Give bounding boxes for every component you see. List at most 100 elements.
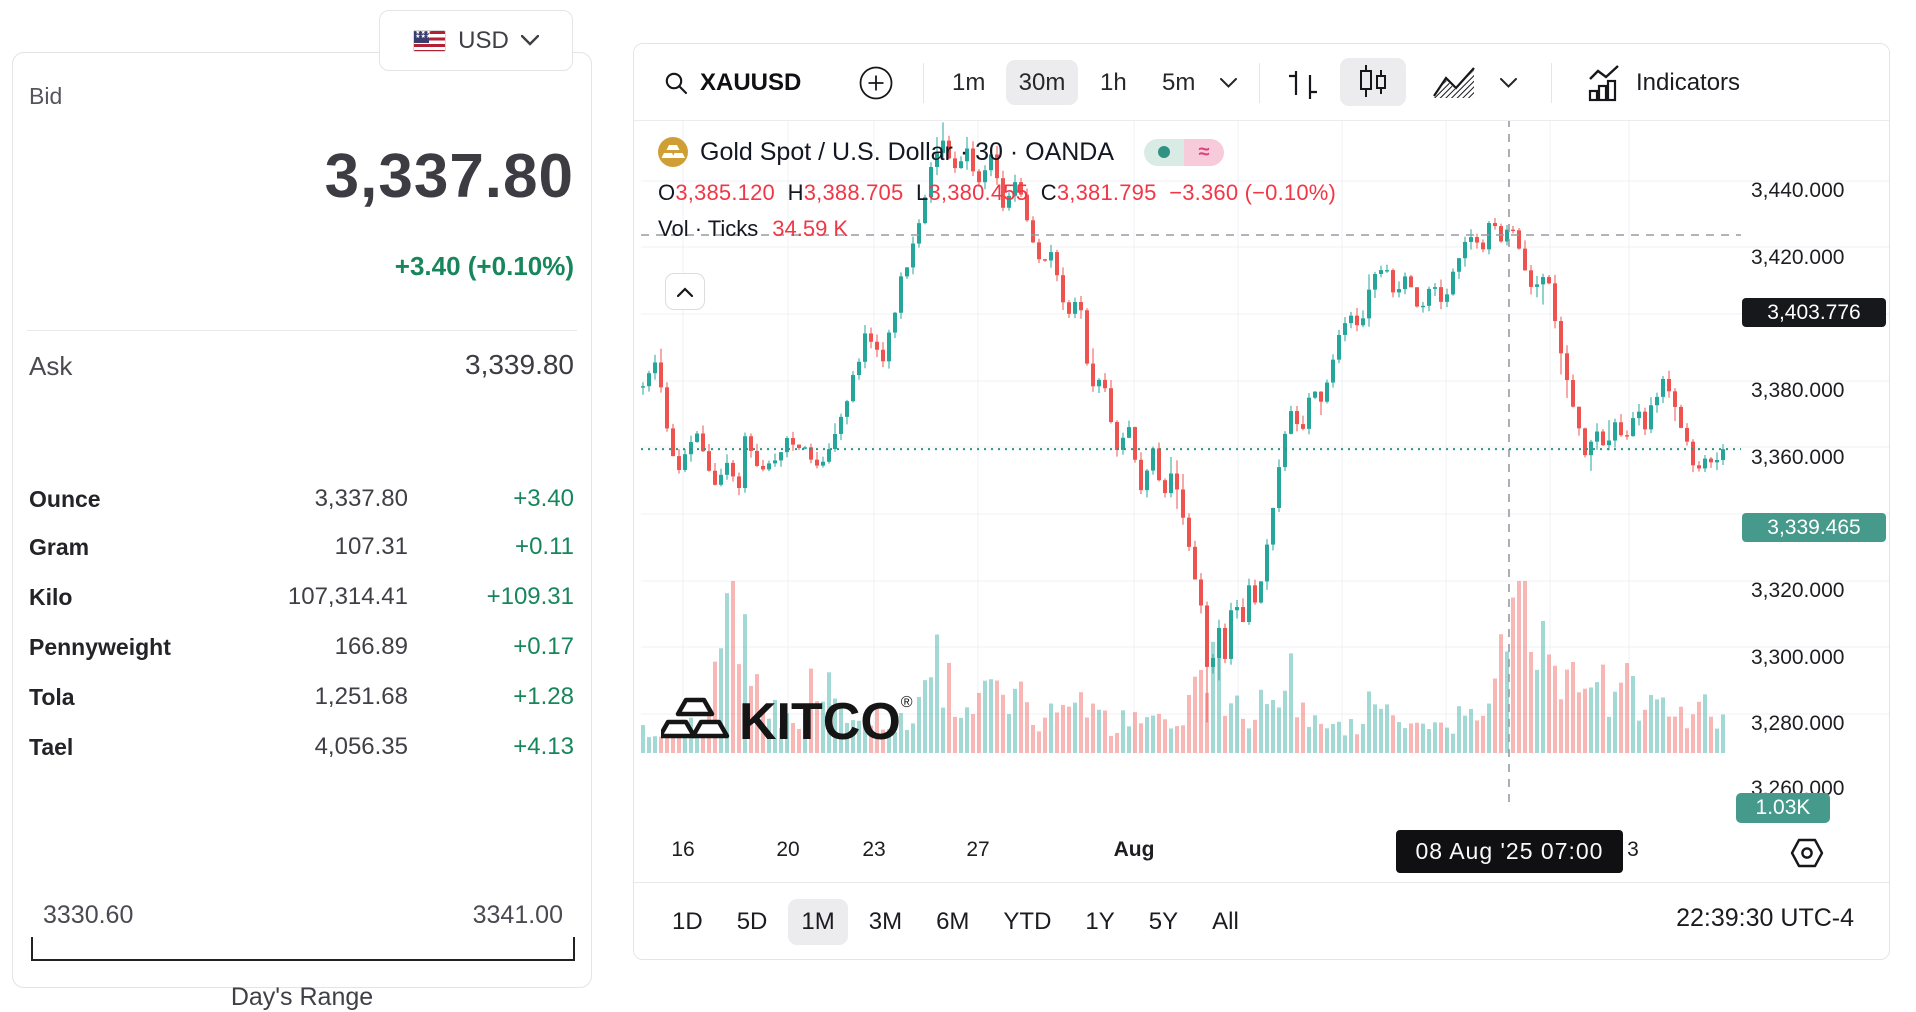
candles-layer: [641, 122, 1725, 723]
range-selector-bar: 1D 5D 1M 3M 6M YTD 1Y 5Y All: [634, 883, 1889, 959]
interval-1h[interactable]: 1h: [1100, 68, 1127, 96]
compare-add-icon[interactable]: [859, 44, 893, 121]
range-button-1d[interactable]: 1D: [672, 907, 703, 935]
chart-style-candles-icon-selected[interactable]: [1340, 58, 1406, 106]
candlestick-chart[interactable]: [634, 44, 1890, 840]
unit-value: 1,251.68: [314, 683, 408, 710]
interval-menu-chevron-icon[interactable]: [1220, 44, 1237, 121]
toolbar-divider: [1551, 63, 1552, 103]
open-value: 3,385.120: [675, 180, 775, 205]
time-axis-label: 20: [776, 838, 800, 861]
price-axis-label: 3,380.000: [1751, 379, 1845, 402]
unit-label: Tael: [29, 734, 74, 760]
indicators-icon[interactable]: [1584, 44, 1624, 121]
unit-label: Gram: [29, 534, 90, 560]
range-button-all[interactable]: All: [1212, 907, 1239, 935]
axis-separator: [634, 882, 1889, 883]
price-axis-label: 3,440.000: [1751, 179, 1845, 202]
chart-style-bars-icon[interactable]: [1286, 44, 1320, 121]
time-axis-label: Aug: [1113, 838, 1155, 861]
high-value: 3,388.705: [803, 180, 904, 205]
ask-value: 3,339.80: [465, 349, 574, 380]
unit-label: Pennyweight: [29, 634, 171, 660]
price-axis-label: 3,280.000: [1751, 712, 1845, 735]
market-status-toggle[interactable]: ≈: [1144, 138, 1225, 166]
kitco-wordmark: KITCO: [739, 693, 901, 751]
chart-legend: Gold Spot / U.S. Dollar · 30 · OANDA ≈ O…: [658, 137, 1336, 242]
unit-change: +0.17: [513, 633, 574, 660]
toolbar-divider: [923, 63, 924, 103]
bid-change: +3.40 (+0.10%): [394, 251, 574, 281]
price-axis-label: 3,320.000: [1751, 579, 1845, 602]
us-flag-icon: ★★★ ★★★: [413, 29, 447, 52]
chart-style-area-icon[interactable]: [1432, 44, 1476, 121]
indicators-button[interactable]: Indicators: [1636, 68, 1741, 96]
kitco-logo: KITCO ®: [661, 692, 913, 752]
unit-value: 107.31: [334, 533, 408, 560]
range-button-1y[interactable]: 1Y: [1085, 907, 1115, 935]
unit-label: Tola: [29, 684, 75, 710]
market-open-dot-icon: [1144, 138, 1185, 166]
timezone-settings-icon[interactable]: [1789, 837, 1825, 874]
volume-value: 34.59 K: [772, 216, 849, 241]
last-volume-badge: 1.03K: [1736, 793, 1830, 823]
quote-panel: Bid 3,337.80 +3.40 (+0.10%) Ask 3,339.80…: [12, 52, 592, 1011]
range-button-5d[interactable]: 5D: [736, 907, 768, 935]
clock-readout[interactable]: 22:39:30 UTC-4: [1676, 904, 1854, 932]
unit-label: Ounce: [29, 486, 101, 512]
day-range-label: Day's Range: [230, 983, 374, 1011]
crosshair-price-badge: 3,403.776: [1742, 298, 1886, 327]
symbol-name[interactable]: XAUUSD: [700, 68, 802, 96]
bid-label: Bid: [29, 83, 63, 109]
range-button-ytd[interactable]: YTD: [1003, 907, 1052, 935]
gold-coin-icon: [658, 137, 688, 167]
range-button-5y[interactable]: 5Y: [1148, 907, 1179, 935]
unit-value: 107,314.41: [287, 583, 408, 610]
interval-30m-selected[interactable]: 30m: [1006, 60, 1078, 105]
time-axis-label: 27: [966, 838, 990, 861]
crosshair-time-badge: 08 Aug '25 07:00: [1396, 830, 1623, 873]
last-price-badge: 3,339.465: [1742, 513, 1886, 542]
low-value: 3,380.455: [928, 180, 1029, 205]
change-value: −3.360 (−0.10%): [1169, 180, 1337, 205]
price-axis-label: 3,300.000: [1751, 646, 1845, 669]
time-axis-label: 16: [671, 838, 695, 861]
range-button-1m[interactable]: 1M: [788, 898, 848, 945]
crosshair-layer: [641, 44, 1741, 802]
unit-change: +109.31: [486, 583, 574, 610]
day-range-bar: [31, 937, 575, 961]
time-axis-label: 3: [1627, 838, 1639, 861]
interval-1m[interactable]: 1m: [952, 68, 986, 96]
unit-row-pennyweight: Pennyweight 166.89 +0.17: [29, 629, 574, 665]
unit-value: 3,337.80: [314, 485, 408, 512]
range-button-6m[interactable]: 6M: [936, 907, 970, 935]
price-axis-label: 3,420.000: [1751, 246, 1845, 269]
toolbar-divider: [1259, 63, 1260, 103]
chart-widget: XAUUSD 1m 30m 1h 5m: [633, 43, 1890, 960]
unit-row-tael: Tael 4,056.35 +4.13: [29, 729, 574, 765]
style-menu-chevron-icon[interactable]: [1500, 44, 1517, 121]
day-range-high: 3341.00: [472, 901, 563, 929]
interval-5m[interactable]: 5m: [1162, 68, 1196, 96]
day-range-low: 3330.60: [43, 901, 134, 929]
unit-change: +3.40: [513, 485, 574, 512]
legend-collapse-button[interactable]: [665, 273, 705, 310]
ask-label: Ask: [29, 351, 73, 381]
unit-row-tola: Tola 1,251.68 +1.28: [29, 679, 574, 715]
divider: [27, 330, 577, 331]
chart-toolbar: XAUUSD 1m 30m 1h 5m: [634, 44, 1889, 121]
unit-row-ounce: Ounce 3,337.80 +3.40: [29, 481, 574, 517]
chevron-down-icon: [520, 35, 539, 46]
unit-change: +4.13: [513, 733, 574, 760]
unit-value: 166.89: [334, 633, 408, 660]
range-button-3m[interactable]: 3M: [868, 907, 903, 935]
chart-title[interactable]: Gold Spot / U.S. Dollar · 30 · OANDA: [700, 137, 1115, 166]
currency-dropdown[interactable]: ★★★ ★★★ USD: [379, 10, 573, 71]
market-tilde-icon: ≈: [1184, 138, 1225, 166]
volume-layer: [641, 581, 1725, 753]
unit-change: +1.28: [513, 683, 574, 710]
unit-row-kilo: Kilo 107,314.41 +109.31: [29, 579, 574, 615]
registered-mark: ®: [900, 694, 913, 711]
unit-value: 4,056.35: [314, 733, 408, 760]
symbol-search-icon[interactable]: [664, 44, 688, 121]
